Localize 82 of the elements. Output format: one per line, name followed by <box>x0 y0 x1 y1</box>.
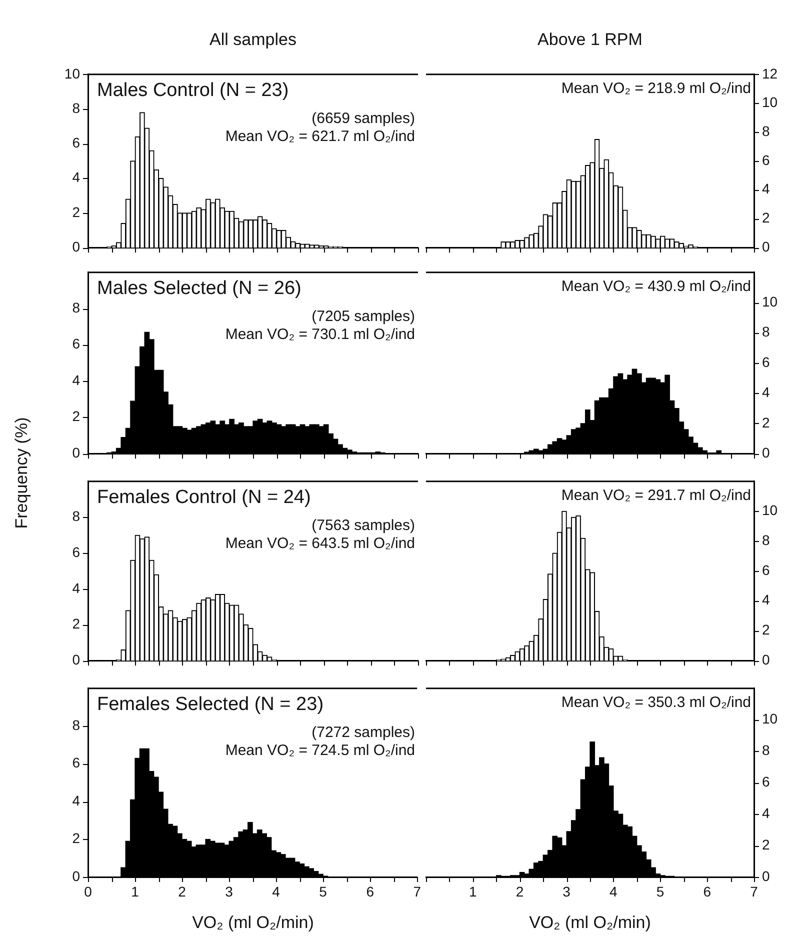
y-tick-label: 4 <box>72 169 80 186</box>
y-tick-label: 8 <box>762 742 770 758</box>
y-tick-label: 8 <box>72 100 80 116</box>
y-tick-label: 10 <box>762 94 778 110</box>
y-tick-label: 0 <box>72 868 80 884</box>
y-tick-label: 8 <box>762 122 770 139</box>
x-axis-title: VO₂ (ml O₂/min) <box>529 913 651 933</box>
x-tick-label: 3 <box>225 883 234 900</box>
y-tick-label: 6 <box>72 336 80 352</box>
x-tick-label: 2 <box>516 883 524 900</box>
x-axis-title: VO₂ (ml O₂/min) <box>192 913 314 933</box>
y-tick-label: 2 <box>762 414 770 430</box>
y-tick-label: 8 <box>762 324 770 340</box>
annotation: Females Selected (N = 23) <box>97 694 324 716</box>
y-tick-label: 0 <box>762 238 770 254</box>
y-tick-label: 0 <box>72 444 80 460</box>
x-tick-label: 4 <box>610 883 618 900</box>
y-tick-label: 8 <box>72 300 80 316</box>
y-axis-title: Frequency (%) <box>12 416 32 528</box>
y-tick-label: 10 <box>762 502 778 518</box>
y-tick-label: 4 <box>762 180 770 197</box>
y-tick-label: 0 <box>72 238 80 254</box>
chart-title: Above 1 RPM <box>538 30 642 50</box>
y-tick-label: 2 <box>72 408 80 424</box>
annotation: Mean VO₂ = 724.5 ml O₂/ind <box>225 742 415 760</box>
y-tick-label: 6 <box>72 544 80 560</box>
annotation: Mean VO₂ = 430.9 ml O₂/ind <box>561 278 751 296</box>
y-tick-label: 10 <box>64 65 80 82</box>
y-tick-label: 0 <box>762 651 770 668</box>
y-tick-label: 2 <box>762 210 770 226</box>
y-tick-label: 6 <box>72 754 80 771</box>
y-tick-label: 4 <box>762 592 770 608</box>
annotation: Females Control (N = 24) <box>97 487 311 509</box>
annotation: (6659 samples) <box>312 110 415 128</box>
y-tick-label: 8 <box>72 716 80 733</box>
y-tick-label: 8 <box>72 508 80 524</box>
y-tick-label: 2 <box>72 830 80 846</box>
y-tick-label: 0 <box>762 868 770 884</box>
annotation: Males Selected (N = 26) <box>97 278 302 300</box>
y-tick-label: 6 <box>762 562 770 578</box>
y-tick-label: 2 <box>72 204 80 220</box>
x-tick-label: 7 <box>413 883 422 900</box>
y-tick-label: 6 <box>762 152 770 168</box>
annotation: (7272 samples) <box>312 724 415 742</box>
annotation: Mean VO₂ = 621.7 ml O₂/ind <box>225 128 415 146</box>
y-tick-label: 6 <box>762 354 770 370</box>
y-tick-label: 0 <box>762 444 770 460</box>
y-tick-label: 4 <box>762 384 770 400</box>
y-tick-label: 4 <box>762 804 770 821</box>
x-tick-label: 1 <box>468 883 477 900</box>
x-tick-label: 4 <box>272 883 280 900</box>
annotation: Males Control (N = 23) <box>97 80 289 102</box>
y-tick-label: 4 <box>72 792 80 808</box>
x-tick-label: 5 <box>319 883 328 900</box>
annotation: (7205 samples) <box>312 308 415 326</box>
y-tick-label: 10 <box>762 293 778 310</box>
y-tick-label: 4 <box>72 372 80 388</box>
y-tick-label: 8 <box>762 532 770 548</box>
x-tick-label: 2 <box>178 883 186 900</box>
y-tick-label: 2 <box>762 836 770 852</box>
y-tick-label: 12 <box>762 65 778 82</box>
chart-title: All samples <box>210 30 296 50</box>
x-tick-label: 7 <box>750 883 758 900</box>
x-tick-label: 0 <box>84 883 92 900</box>
y-tick-label: 2 <box>72 616 80 632</box>
x-tick-label: 5 <box>656 883 664 900</box>
y-tick-label: 0 <box>72 651 80 668</box>
y-tick-label: 6 <box>72 134 80 151</box>
x-tick-label: 6 <box>366 883 374 900</box>
annotation: Mean VO₂ = 350.3 ml O₂/ind <box>561 694 751 712</box>
y-tick-label: 4 <box>72 580 80 596</box>
x-tick-label: 6 <box>703 883 712 900</box>
y-tick-label: 2 <box>762 622 770 638</box>
annotation: Mean VO₂ = 643.5 ml O₂/ind <box>225 535 415 552</box>
annotation: Mean VO₂ = 218.9 ml O₂/ind <box>561 80 751 98</box>
y-tick-label: 10 <box>762 710 778 727</box>
x-tick-label: 3 <box>562 883 571 900</box>
annotation: (7563 samples) <box>312 517 415 534</box>
y-tick-label: 6 <box>762 774 770 790</box>
annotation: Mean VO₂ = 730.1 ml O₂/ind <box>225 326 415 344</box>
annotation: Mean VO₂ = 291.7 ml O₂/ind <box>561 487 751 504</box>
x-tick-label: 1 <box>131 883 140 900</box>
